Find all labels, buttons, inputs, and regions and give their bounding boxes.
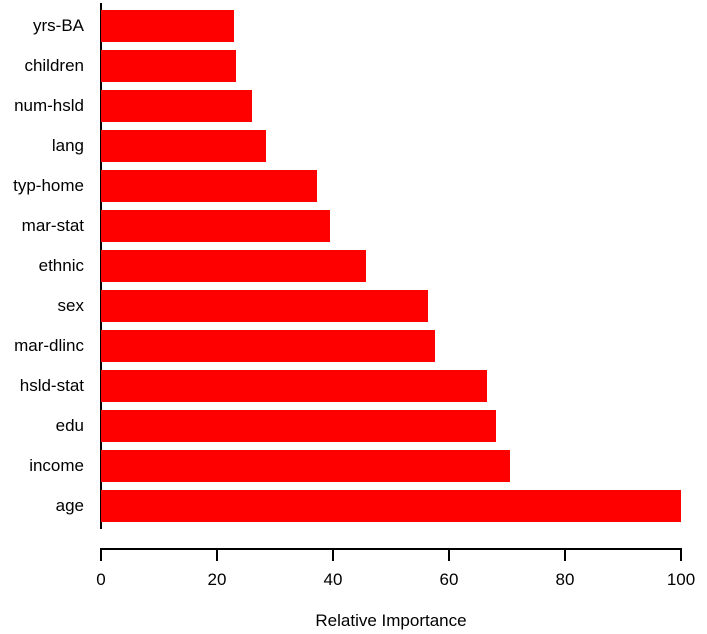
category-label-lang: lang <box>51 136 84 155</box>
x-axis-title: Relative Importance <box>315 611 467 630</box>
category-label-sex: sex <box>57 296 84 315</box>
category-label-edu: edu <box>55 416 84 435</box>
x-tick-20 <box>216 549 218 561</box>
x-tick-label-60: 60 <box>439 570 459 589</box>
x-tick-60 <box>448 549 450 561</box>
x-tick-label-80: 80 <box>555 570 575 589</box>
category-label-yrs-BA: yrs-BA <box>33 16 84 35</box>
bar-age <box>101 490 681 522</box>
y-axis-line <box>100 3 102 529</box>
x-tick-label-0: 0 <box>96 570 106 589</box>
category-label-mar-dlinc: mar-dlinc <box>14 336 84 355</box>
bar-ethnic <box>101 250 367 282</box>
bar-lang <box>101 130 267 162</box>
bar-hsld-stat <box>101 370 487 402</box>
x-tick-0 <box>100 549 102 561</box>
x-tick-label-40: 40 <box>323 570 343 589</box>
bar-num-hsld <box>101 90 252 122</box>
category-label-age: age <box>55 496 84 515</box>
category-label-income: income <box>29 456 84 475</box>
x-tick-label-20: 20 <box>207 570 227 589</box>
category-label-ethnic: ethnic <box>38 256 84 275</box>
bar-typ-home <box>101 170 317 202</box>
bar-edu <box>101 410 496 442</box>
bar-mar-stat <box>101 210 330 242</box>
bar-yrs-BA <box>101 10 235 42</box>
bar-sex <box>101 290 428 322</box>
x-axis-line <box>100 548 682 550</box>
category-label-typ-home: typ-home <box>13 176 84 195</box>
category-label-num-hsld: num-hsld <box>14 96 84 115</box>
category-label-children: children <box>24 56 84 75</box>
bar-income <box>101 450 511 482</box>
category-label-mar-stat: mar-stat <box>21 216 84 235</box>
x-tick-label-100: 100 <box>666 570 696 589</box>
bar-children <box>101 50 237 82</box>
bar-mar-dlinc <box>101 330 436 362</box>
category-label-hsld-stat: hsld-stat <box>19 376 84 395</box>
x-tick-40 <box>332 549 334 561</box>
x-tick-80 <box>564 549 566 561</box>
x-tick-100 <box>680 549 682 561</box>
